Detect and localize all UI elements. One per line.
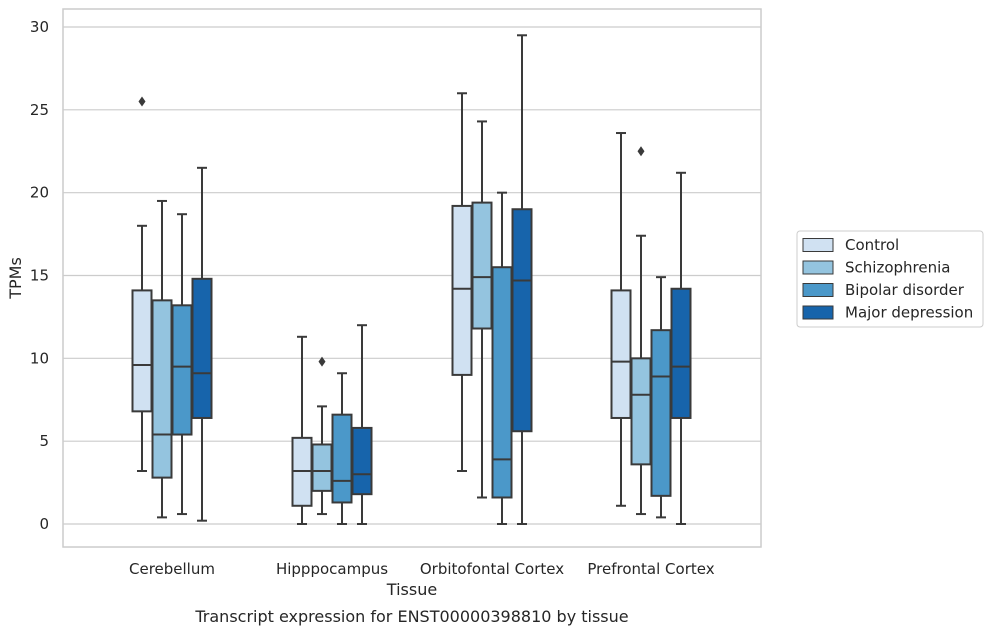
box-groups <box>131 34 692 525</box>
legend-swatch <box>802 260 834 275</box>
legend-swatch <box>802 283 834 297</box>
box-prefrontal-cortex-schizophrenia <box>630 146 652 516</box>
box-hipppocampus-bipolar-disorder <box>331 372 353 525</box>
box-hipppocampus-control <box>291 335 313 525</box>
chart-caption: Transcript expression for ENST0000039881… <box>194 607 628 626</box>
box-iqr <box>171 304 193 436</box>
box-cerebellum-bipolar-disorder <box>171 213 193 516</box>
box-cerebellum-schizophrenia <box>151 199 173 519</box>
y-tick-label: 0 <box>39 515 49 533</box>
legend-frame <box>796 230 984 328</box>
box-hipppocampus-major-depression <box>351 324 373 525</box>
legend-swatch <box>802 238 834 252</box>
x-axis-label: Tissue <box>386 580 437 599</box>
legend-swatch <box>802 305 834 320</box>
legend-label: Bipolar disorder <box>845 281 965 299</box>
box-iqr <box>650 329 672 497</box>
box-iqr <box>191 277 213 419</box>
box-orbitofontal-cortex-major-depression <box>511 34 533 525</box>
legend-label: Schizophrenia <box>845 259 950 277</box>
box-iqr <box>451 204 473 376</box>
box-iqr <box>131 289 153 413</box>
y-tick-label: 15 <box>30 267 49 285</box>
box-prefrontal-cortex-major-depression <box>670 171 692 525</box>
box-orbitofontal-cortex-control <box>451 92 473 472</box>
x-axis-ticks: Cerebellum Hipppocampus Orbitofontal Corte… <box>129 560 715 578</box>
legend-label: Major depression <box>845 304 973 322</box>
box-iqr <box>351 426 373 496</box>
legend-label: Control <box>845 236 899 254</box>
x-tick-label: Cerebellum <box>129 560 215 578</box>
y-tick-label: 20 <box>30 184 49 202</box>
box-iqr <box>511 208 533 433</box>
y-tick-label: 25 <box>30 101 49 119</box>
box-iqr <box>151 299 173 479</box>
y-tick-label: 5 <box>39 432 49 450</box>
box-prefrontal-cortex-bipolar-disorder <box>650 276 672 519</box>
box-iqr <box>311 443 333 492</box>
box-orbitofontal-cortex-schizophrenia <box>471 120 493 499</box>
outlier-point <box>138 96 146 107</box>
box-iqr <box>491 266 513 499</box>
box-iqr <box>471 201 493 330</box>
box-iqr <box>670 287 692 419</box>
legend: Control Schizophrenia Bipolar disorder Majo… <box>796 230 984 328</box>
outlier-point <box>637 146 645 157</box>
box-hipppocampus-schizophrenia <box>311 356 333 516</box>
plot-frame <box>62 8 762 548</box>
y-axis-label: TPMs <box>6 257 25 300</box>
x-tick-label: Prefrontal Cortex <box>587 560 714 578</box>
box-iqr <box>630 357 652 466</box>
box-cerebellum-control <box>131 96 153 472</box>
y-tick-label: 30 <box>30 18 49 36</box>
outlier-point <box>318 356 326 367</box>
box-cerebellum-major-depression <box>191 166 213 522</box>
box-prefrontal-cortex-control <box>610 132 632 507</box>
y-axis-ticks: 0 5 10 15 20 25 30 <box>30 18 49 533</box>
box-iqr <box>331 413 353 504</box>
box-orbitofontal-cortex-bipolar-disorder <box>491 191 513 525</box>
x-tick-label: Hipppocampus <box>276 560 388 578</box>
x-tick-label: Orbitofontal Cortex <box>420 560 564 578</box>
y-tick-label: 10 <box>30 349 49 367</box>
box-iqr <box>610 289 632 419</box>
